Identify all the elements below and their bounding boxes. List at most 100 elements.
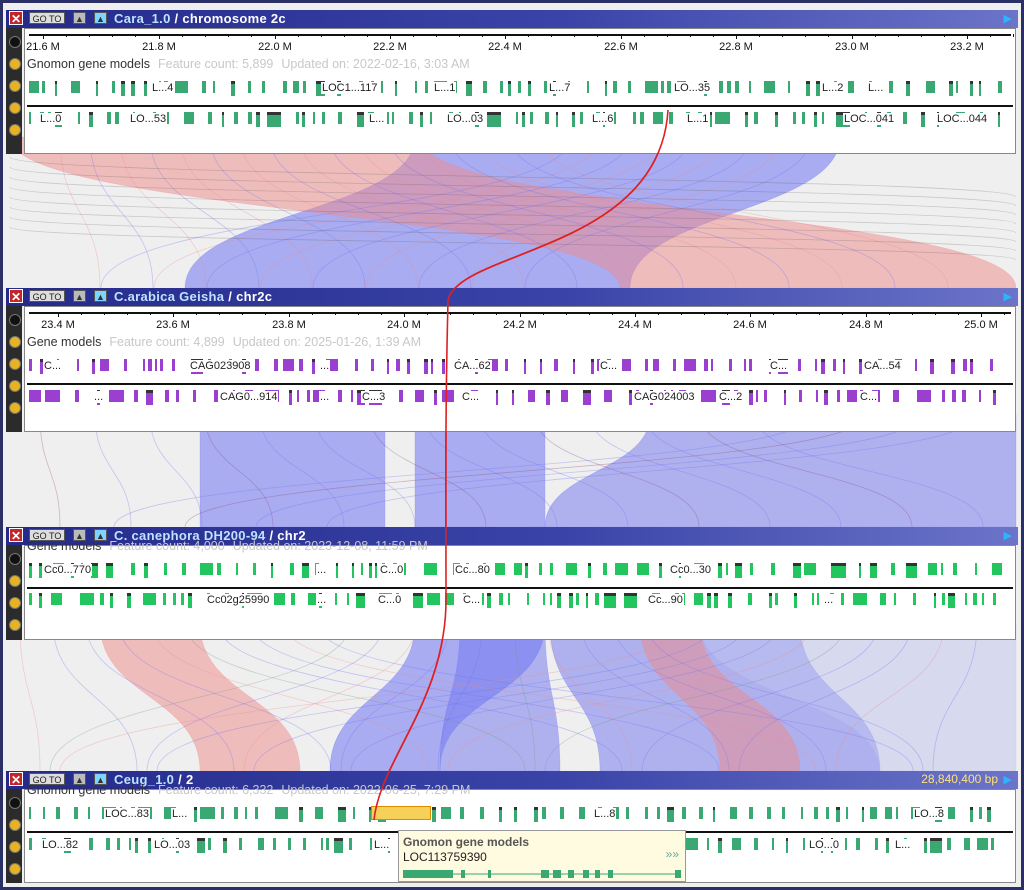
gene-feature[interactable] bbox=[719, 81, 723, 93]
gene-label[interactable]: Cc0...770 bbox=[43, 564, 93, 576]
track-toggle-icon[interactable] bbox=[9, 314, 21, 326]
gene-feature[interactable] bbox=[891, 563, 895, 575]
gene-feature[interactable] bbox=[645, 359, 648, 371]
gene-feature[interactable] bbox=[561, 390, 568, 402]
gene-feature[interactable] bbox=[29, 838, 32, 850]
gene-feature[interactable] bbox=[587, 81, 589, 93]
gene-feature[interactable] bbox=[749, 807, 753, 819]
gene-feature[interactable] bbox=[896, 807, 898, 819]
gene-feature[interactable] bbox=[782, 807, 785, 819]
gene-label[interactable]: LOC...83 bbox=[104, 808, 151, 820]
gene-feature[interactable] bbox=[431, 359, 433, 374]
gene-feature[interactable] bbox=[970, 81, 973, 96]
synteny-link[interactable] bbox=[49, 622, 351, 772]
gene-label[interactable]: C...2 bbox=[718, 391, 744, 403]
gene-label[interactable]: LO...35 bbox=[673, 82, 712, 94]
gene-feature[interactable] bbox=[370, 838, 372, 850]
gene-feature[interactable] bbox=[962, 390, 966, 402]
gene-label[interactable]: L... bbox=[171, 808, 189, 820]
gene-feature[interactable] bbox=[803, 838, 805, 850]
gene-feature[interactable] bbox=[500, 81, 503, 93]
gene-feature[interactable] bbox=[369, 807, 371, 822]
track-toggle-icon[interactable] bbox=[9, 36, 21, 48]
gene-feature[interactable] bbox=[853, 593, 867, 605]
gene-feature[interactable] bbox=[404, 563, 406, 575]
synteny-link[interactable] bbox=[85, 622, 235, 772]
gene-feature[interactable] bbox=[569, 593, 573, 608]
gene-feature[interactable] bbox=[735, 563, 742, 578]
gene-feature[interactable] bbox=[361, 563, 363, 575]
track-toggle-icon[interactable] bbox=[9, 863, 21, 875]
gene-feature[interactable] bbox=[134, 390, 138, 402]
gene-feature[interactable] bbox=[434, 390, 437, 405]
gene-feature[interactable] bbox=[221, 807, 224, 819]
gene-feature[interactable] bbox=[56, 807, 60, 819]
gene-feature[interactable] bbox=[726, 563, 728, 575]
gene-feature[interactable] bbox=[756, 390, 758, 402]
gene-label[interactable]: L... bbox=[373, 839, 391, 851]
gene-feature[interactable] bbox=[775, 593, 778, 605]
gene-feature[interactable] bbox=[543, 593, 545, 605]
gene-feature[interactable] bbox=[121, 81, 125, 96]
gene-feature[interactable] bbox=[92, 359, 95, 374]
gene-label[interactable]: LO...03 bbox=[153, 839, 192, 851]
gene-feature[interactable] bbox=[637, 563, 649, 575]
gene-feature[interactable] bbox=[771, 563, 775, 575]
gene-feature[interactable] bbox=[173, 593, 176, 605]
gene-feature[interactable] bbox=[786, 838, 788, 853]
gene-feature[interactable] bbox=[109, 390, 124, 402]
gene-feature[interactable] bbox=[297, 390, 299, 402]
gene-feature[interactable] bbox=[816, 81, 820, 96]
gene-feature[interactable] bbox=[334, 838, 343, 853]
gene-feature[interactable] bbox=[624, 593, 637, 608]
gene-feature[interactable] bbox=[713, 807, 715, 822]
gene-feature[interactable] bbox=[545, 112, 549, 124]
gene-feature[interactable] bbox=[335, 593, 337, 605]
gene-feature[interactable] bbox=[214, 390, 218, 402]
gene-feature[interactable] bbox=[769, 593, 772, 608]
gene-feature[interactable] bbox=[714, 593, 718, 608]
gene-label[interactable]: LO...03 bbox=[446, 113, 485, 125]
synteny-link[interactable] bbox=[209, 136, 366, 289]
gene-feature[interactable] bbox=[487, 593, 491, 608]
gene-feature[interactable] bbox=[413, 593, 423, 608]
gene-feature[interactable] bbox=[542, 807, 546, 819]
gene-feature[interactable] bbox=[856, 838, 860, 850]
synteny-link[interactable] bbox=[149, 414, 203, 528]
gene-feature[interactable] bbox=[231, 81, 235, 96]
gene-feature[interactable] bbox=[613, 81, 617, 93]
gene-feature[interactable] bbox=[29, 81, 39, 93]
gene-feature[interactable] bbox=[89, 112, 93, 127]
gene-feature[interactable] bbox=[96, 81, 98, 96]
gene-feature[interactable] bbox=[659, 563, 662, 578]
track-toggle-icon[interactable] bbox=[9, 402, 21, 414]
gene-feature[interactable] bbox=[100, 593, 104, 605]
gene-feature[interactable] bbox=[349, 838, 352, 850]
gene-feature[interactable] bbox=[45, 390, 60, 402]
gene-feature[interactable] bbox=[188, 593, 192, 608]
gene-feature[interactable] bbox=[798, 359, 801, 371]
gene-feature[interactable] bbox=[728, 593, 732, 608]
gene-feature[interactable] bbox=[248, 112, 252, 124]
gene-feature[interactable] bbox=[788, 81, 790, 93]
gene-feature[interactable] bbox=[527, 593, 529, 605]
upload-icon[interactable]: ▲ bbox=[94, 290, 107, 302]
gene-feature[interactable] bbox=[694, 593, 703, 605]
gene-feature[interactable] bbox=[135, 838, 138, 853]
gene-label[interactable]: C...3 bbox=[361, 391, 387, 403]
close-icon[interactable]: ✕ bbox=[9, 289, 23, 304]
gene-feature[interactable] bbox=[424, 359, 428, 374]
gene-feature[interactable] bbox=[530, 112, 533, 124]
gene-feature[interactable] bbox=[371, 359, 374, 371]
gene-feature[interactable] bbox=[764, 390, 767, 402]
gene-feature[interactable] bbox=[885, 807, 892, 819]
gene-label[interactable]: L...1 bbox=[686, 113, 710, 125]
gene-feature[interactable] bbox=[217, 563, 221, 575]
gene-feature[interactable] bbox=[271, 563, 273, 578]
gene-feature[interactable] bbox=[293, 81, 299, 93]
synteny-link[interactable] bbox=[146, 622, 384, 772]
gene-feature[interactable] bbox=[626, 807, 629, 819]
gene-feature[interactable] bbox=[508, 81, 511, 96]
gene-feature[interactable] bbox=[657, 807, 660, 819]
gene-feature[interactable] bbox=[701, 390, 716, 402]
